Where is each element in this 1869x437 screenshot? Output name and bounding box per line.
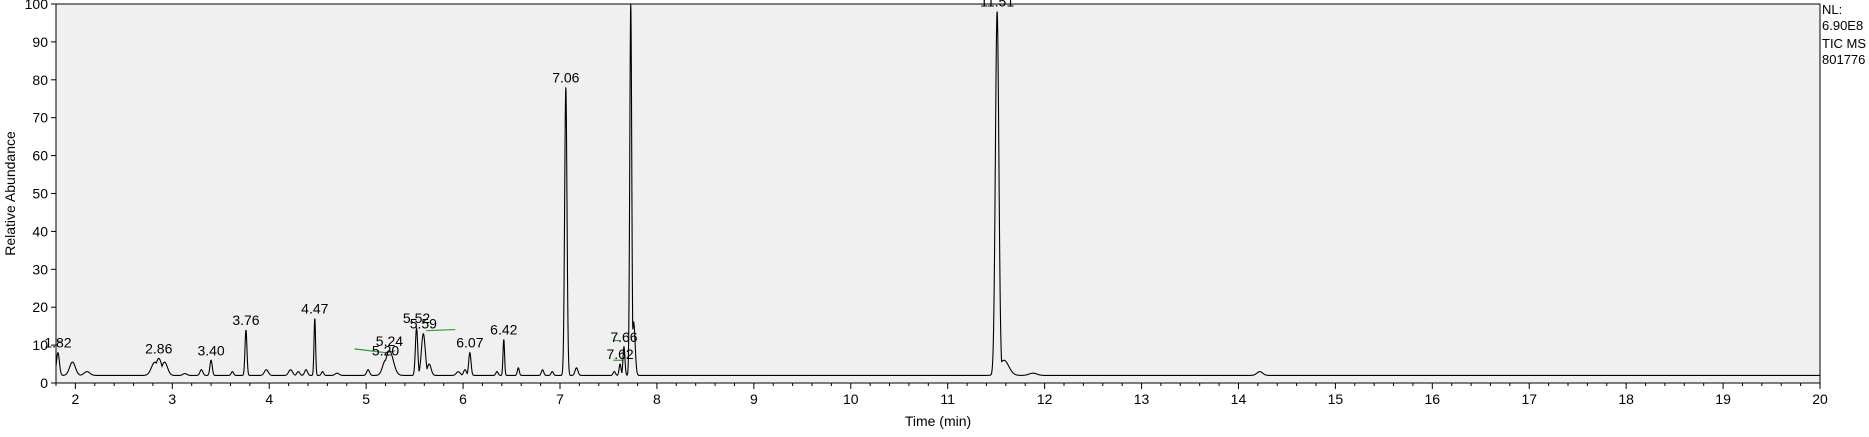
- x-tick-label: 4: [265, 391, 273, 407]
- x-tick-label: 20: [1812, 391, 1828, 407]
- y-tick-label: 30: [32, 261, 48, 277]
- x-tick-label: 2: [71, 391, 79, 407]
- y-tick-label: 60: [32, 148, 48, 164]
- peak-labels: 1.82 2.86 3.40 3.76 4.47 5.205.245.525.59 6.07…: [44, 0, 1014, 362]
- peak-label: 5.20: [372, 342, 399, 358]
- plot-area: [55, 3, 1821, 384]
- y-tick-label: 50: [32, 186, 48, 202]
- y-tick-label: 20: [32, 299, 48, 315]
- nl-label: NL:: [1822, 2, 1843, 17]
- tic-trace-line: [55, 3, 1820, 376]
- x-tick-label: 6: [459, 391, 467, 407]
- x-tick-label: 8: [653, 391, 661, 407]
- peak-label: 5.24: [376, 333, 403, 349]
- y-tick-label: 70: [32, 110, 48, 126]
- peak-label: 7.62: [606, 346, 633, 362]
- peak-label: 5.59: [410, 316, 437, 332]
- peak-label: 11.51: [980, 0, 1014, 10]
- trace-type-label: TIC MS: [1822, 36, 1867, 51]
- x-tick-label: 10: [843, 391, 859, 407]
- x-tick-label: 19: [1715, 391, 1731, 407]
- y-tick-label: 90: [32, 34, 48, 50]
- y-tick-label: 80: [32, 72, 48, 88]
- x-tick-label: 5: [362, 391, 370, 407]
- peak-label: 5.52: [403, 310, 430, 326]
- y-axis-title: Relative Abundance: [2, 131, 18, 256]
- x-axis: 2 3 4 5 6 7 8 9 10 11 12 13 14 15 16 17 18 19 20: [55, 383, 1828, 407]
- y-tick-label: 40: [32, 223, 48, 239]
- x-tick-label: 14: [1231, 391, 1247, 407]
- peak-label: 2.86: [145, 340, 172, 356]
- y-tick-label: 10: [32, 337, 48, 353]
- x-tick-label: 18: [1618, 391, 1634, 407]
- x-tick-label: 11: [940, 391, 955, 407]
- peak-label: 1.82: [44, 335, 71, 351]
- x-tick-label: 12: [1037, 391, 1053, 407]
- peak-label: 3.76: [232, 312, 259, 328]
- peak-label: 7.66: [610, 329, 637, 345]
- x-tick-label: 17: [1521, 391, 1537, 407]
- x-tick-label: 3: [168, 391, 176, 407]
- y-axis: 0 10 20 30 40 50 60 70 80 90 100: [25, 0, 56, 391]
- y-tick-label: 100: [25, 0, 49, 12]
- x-tick-label: 7: [556, 391, 564, 407]
- integration-segment: [354, 348, 386, 354]
- peak-label: 6.07: [456, 335, 483, 351]
- peak-label: 7.06: [552, 69, 579, 85]
- file-id: 801776: [1822, 52, 1866, 67]
- peak-label: 7.73: [617, 0, 644, 2]
- peak-label: 4.47: [301, 301, 328, 317]
- peak-label: 3.40: [197, 342, 224, 358]
- peak-label: 6.42: [490, 321, 517, 337]
- integration-segment: [426, 328, 456, 332]
- y-tick-label: 0: [40, 375, 48, 391]
- x-tick-label: 9: [750, 391, 758, 407]
- x-tick-label: 13: [1134, 391, 1150, 407]
- x-tick-label: 16: [1425, 391, 1441, 407]
- x-tick-label: 15: [1328, 391, 1344, 407]
- x-axis-title: Time (min): [905, 413, 971, 429]
- nl-value: 6.90E8: [1822, 18, 1864, 33]
